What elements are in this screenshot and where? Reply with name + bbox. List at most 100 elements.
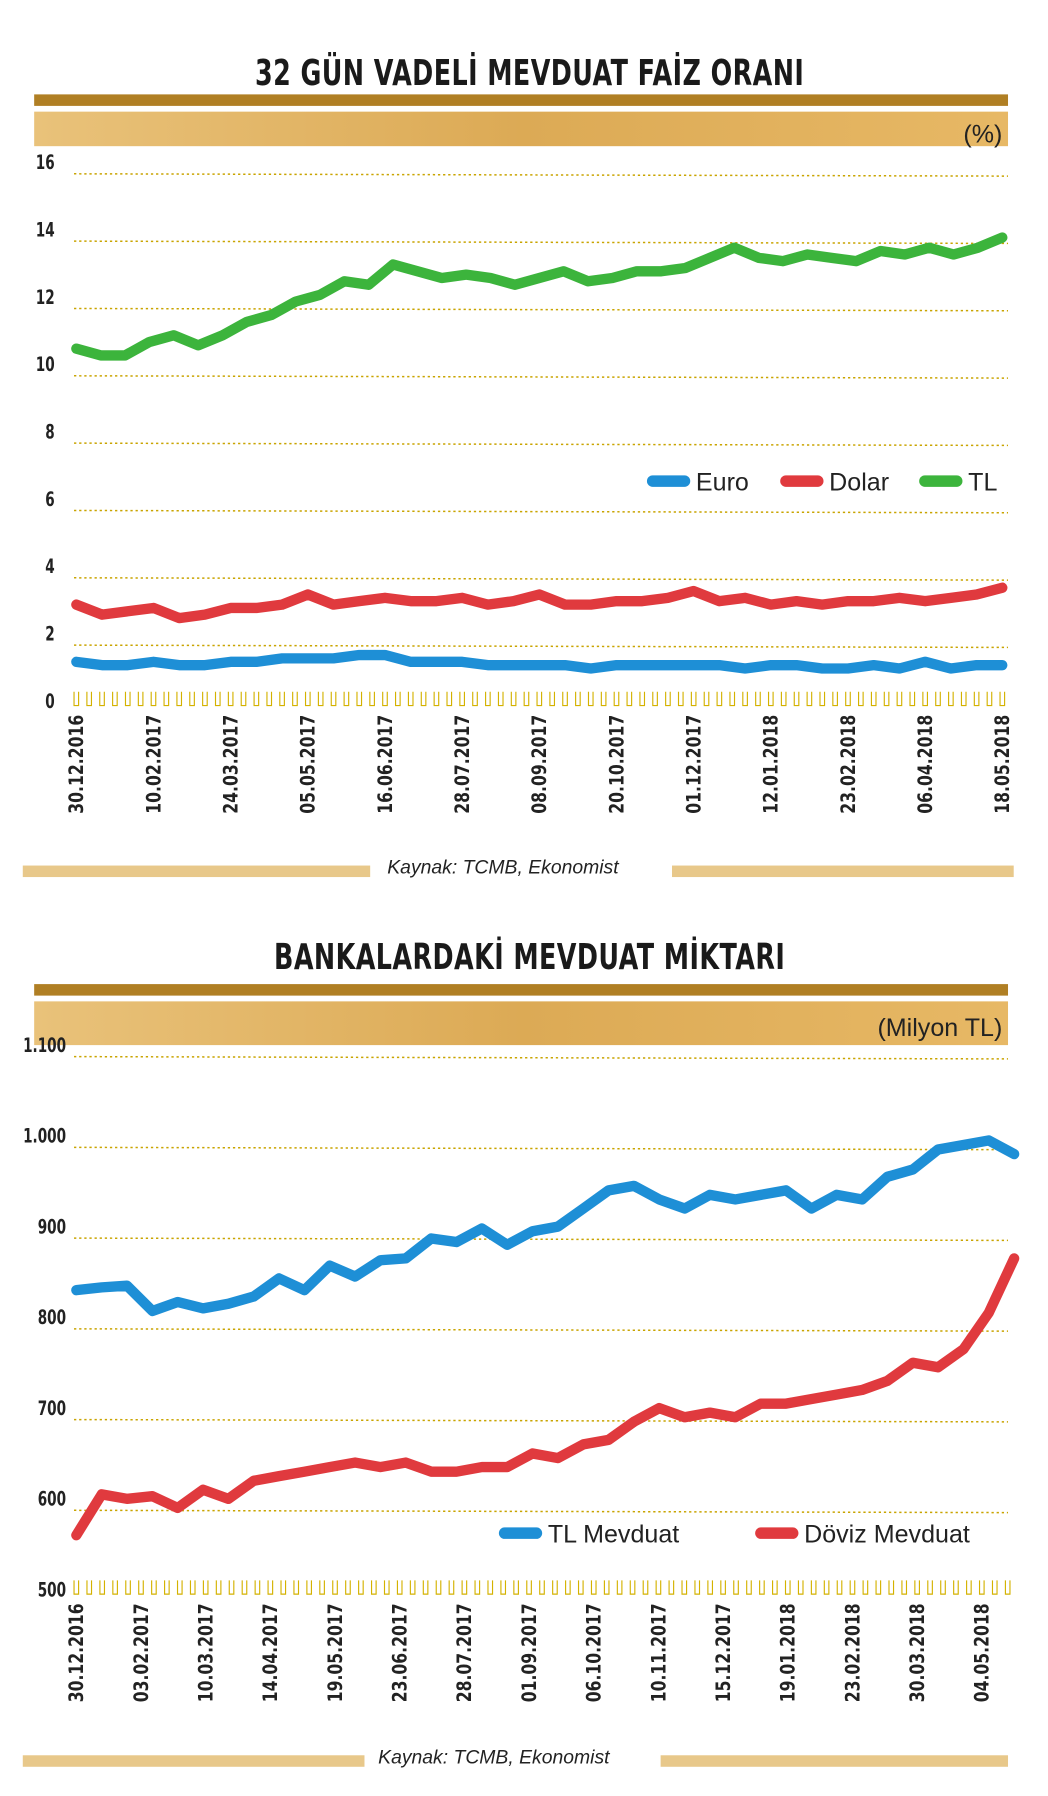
x-tick	[590, 1580, 597, 1595]
x-tick	[163, 691, 170, 707]
x-tick	[655, 1580, 662, 1595]
x-tick	[151, 1580, 157, 1595]
legend-label: Döviz Mevduat	[804, 1520, 970, 1548]
x-tick	[459, 691, 465, 707]
x-tick	[857, 691, 864, 707]
x-tick	[332, 1580, 338, 1595]
x-tick-label: 04.05.2018	[972, 1603, 994, 1702]
x-tick	[382, 691, 388, 707]
x-tick-label: 30.12.2016	[67, 715, 89, 814]
x-tick	[422, 1580, 429, 1595]
x-tick	[227, 691, 234, 707]
source-bar-left	[22, 865, 371, 878]
x-tick-label: 20.10.2017	[607, 715, 629, 814]
gridline	[74, 173, 1009, 177]
x-tick	[433, 691, 440, 707]
chart2-source-row: Kaynak: TCMB, Ekonomist	[22, 1746, 1014, 1769]
source-bar-left	[22, 1755, 365, 1767]
x-tick	[626, 691, 633, 707]
x-tick	[358, 1580, 364, 1595]
x-tick	[448, 1580, 455, 1595]
chart1-source-row: Kaynak: TCMB, Ekonomist	[22, 856, 1014, 879]
x-tick	[306, 1580, 313, 1595]
x-tick	[485, 691, 491, 707]
gridline	[74, 1055, 1009, 1060]
x-tick	[759, 1580, 765, 1595]
x-tick	[935, 691, 941, 707]
x-tick	[266, 691, 273, 707]
x-tick	[319, 1580, 325, 1595]
x-tick	[86, 1580, 93, 1595]
x-tick	[639, 691, 646, 707]
x-tick	[603, 1580, 610, 1595]
x-tick	[707, 1580, 714, 1595]
chart1-header-band	[34, 111, 1009, 147]
x-tick	[978, 1580, 985, 1595]
x-tick	[280, 1580, 287, 1595]
x-tick	[253, 691, 260, 707]
x-tick	[112, 691, 118, 707]
x-tick	[176, 691, 183, 707]
x-tick	[784, 1580, 791, 1595]
y-tick-label: 10	[36, 354, 55, 376]
chart1-title: 32 GÜN VADELİ MEVDUAT FAİZ ORANI	[254, 52, 805, 95]
y-tick-label: 12	[36, 287, 55, 309]
x-tick-label: 28.07.2017	[452, 715, 474, 814]
x-tick	[613, 691, 620, 707]
x-tick	[720, 1580, 726, 1595]
x-tick	[901, 1580, 908, 1595]
legend-label: Dolar	[829, 468, 889, 496]
x-tick-label: 12.01.2018	[761, 715, 783, 814]
x-tick-label: 18.05.2018	[993, 715, 1015, 814]
y-tick-label: 1.100	[23, 1035, 66, 1057]
x-tick	[771, 1580, 778, 1595]
x-tick	[474, 1580, 481, 1595]
x-tick-label: 30.12.2016	[67, 1603, 89, 1702]
x-tick	[742, 691, 748, 707]
x-tick	[407, 691, 414, 707]
gridline	[74, 307, 1009, 312]
x-tick	[616, 1580, 623, 1595]
x-tick	[99, 691, 105, 707]
x-tick	[472, 691, 478, 707]
x-tick	[999, 691, 1006, 707]
x-tick	[73, 1580, 80, 1595]
x-tick	[513, 1580, 519, 1595]
x-tick	[409, 1580, 416, 1595]
series-line-tl	[71, 232, 1008, 361]
x-tick	[383, 1580, 390, 1595]
x-tick	[914, 1580, 920, 1595]
x-tick	[292, 691, 298, 707]
x-tick	[552, 1580, 558, 1595]
x-tick	[202, 1580, 209, 1595]
x-tick-label: 30.03.2018	[907, 1603, 929, 1702]
x-tick	[966, 1580, 972, 1595]
x-tick	[953, 1580, 959, 1595]
x-tick	[862, 1580, 869, 1595]
x-tick	[948, 691, 954, 707]
series-line-euro	[71, 649, 1008, 674]
x-tick	[587, 691, 594, 707]
x-tick	[767, 691, 774, 707]
x-tick-label: 05.05.2017	[298, 715, 320, 814]
x-tick	[716, 691, 723, 707]
x-tick	[202, 691, 208, 707]
chart2-title-bar	[34, 984, 1009, 996]
x-tick-label: 10.03.2017	[196, 1603, 218, 1702]
x-tick	[215, 1580, 222, 1595]
y-tick-label: 4	[45, 556, 55, 578]
x-tick	[810, 1580, 817, 1595]
x-tick	[330, 691, 337, 707]
x-tick	[86, 691, 93, 707]
x-tick-label: 10.11.2017	[649, 1603, 671, 1702]
x-tick	[927, 1580, 933, 1595]
x-tick	[164, 1580, 170, 1595]
x-tick-label: 14.04.2017	[261, 1603, 283, 1702]
x-tick	[991, 1580, 998, 1595]
y-tick-label: 2	[45, 624, 54, 646]
x-tick	[125, 1580, 131, 1595]
x-tick	[510, 691, 517, 707]
legend-label: Euro	[696, 468, 749, 496]
y-tick-label: 16	[36, 152, 55, 174]
